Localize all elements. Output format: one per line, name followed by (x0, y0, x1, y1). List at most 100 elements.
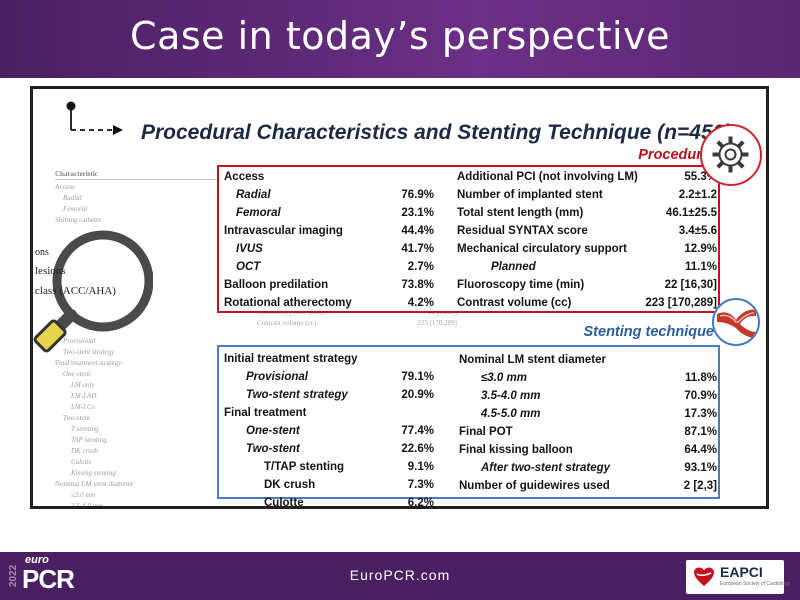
procedural-left-column: Access Radial 76.9% Femoral 23.1% Intravascul… (224, 171, 434, 315)
stenting-technique-label: Stenting technique (583, 324, 715, 340)
stenting-right-value: 70.9% (684, 390, 717, 402)
procedural-left-row: Intravascular imaging 44.4% (224, 225, 434, 243)
stenting-right-row: Nominal LM stent diameter (459, 354, 717, 372)
procedural-right-row: Number of implanted stent 2.2±1.2 (457, 189, 717, 207)
procedural-left-row: Rotational atherectomy 4.2% (224, 297, 434, 315)
site-link[interactable]: EuroPCR.com (349, 567, 451, 583)
stenting-right-row: 4.5-5.0 mm 17.3% (459, 408, 717, 426)
stenting-right-value: 17.3% (684, 408, 717, 420)
background-table-row: Femoral (63, 205, 88, 213)
stenting-left-value: 9.1% (407, 461, 434, 473)
procedural-left-row: Access (224, 171, 434, 189)
stenting-left-value: 77.4% (401, 425, 434, 437)
procedural-left-label: OCT (236, 261, 261, 273)
stenting-right-value: 2 [2,3] (683, 480, 717, 492)
procedural-right-row: Additional PCI (not involving LM) 55.3% (457, 171, 717, 189)
stenting-left-label: T/TAP stenting (264, 461, 345, 473)
artery-bifurcation-icon (717, 309, 756, 338)
background-table-row: T stenting (71, 425, 99, 433)
gear-icon-circle (700, 124, 762, 186)
procedural-right-row: Contrast volume (cc) 223 [170,289] (457, 297, 717, 315)
stenting-right-label: 3.5-4.0 mm (481, 390, 541, 402)
stenting-left-row: T/TAP stenting 9.1% (224, 461, 434, 479)
procedural-left-label: IVUS (236, 243, 263, 255)
background-table-row: Nominal LM stent diameter (55, 480, 133, 488)
procedural-right-label: Fluoroscopy time (min) (457, 279, 585, 291)
procedural-left-row: OCT 2.7% (224, 261, 434, 279)
stenting-right-label: Number of guidewires used (459, 480, 610, 492)
stenting-right-value: 11.8% (685, 372, 717, 384)
background-table-row: Final treatment strategy (55, 359, 122, 367)
procedural-right-label: Total stent length (mm) (457, 207, 584, 219)
procedural-right-value: 11.1% (685, 261, 717, 273)
magnifier-icon (33, 230, 153, 353)
stenting-left-label: Initial treatment strategy (224, 353, 358, 365)
procedural-left-value: 44.4% (401, 225, 434, 237)
artery-circle (712, 298, 760, 346)
background-fragment-row: Contrast volume (cc) 223 [170,289] (257, 318, 457, 329)
procedural-left-value: 23.1% (401, 207, 434, 219)
stenting-box: Initial treatment strategy Provisional 79.… (217, 345, 720, 506)
stenting-left-row: Final treatment (224, 407, 434, 425)
procedural-left-row: IVUS 41.7% (224, 243, 434, 261)
background-fragment-label: Contrast volume (cc) (257, 319, 317, 327)
background-table-row: Radial (63, 194, 82, 202)
stenting-right-label: Final kissing balloon (459, 444, 573, 456)
background-table-header: Characteristic (55, 169, 255, 180)
procedural-left-row: Radial 76.9% (224, 189, 434, 207)
background-fragment-value: 223 [170,289] (417, 319, 457, 327)
stenting-right-row: 3.5-4.0 mm 70.9% (459, 390, 717, 408)
zoom-text-3: class (ACC/AHA) (35, 285, 116, 297)
procedural-left-label: Access (224, 171, 265, 183)
procedural-right-value: 223 [170,289] (645, 297, 717, 309)
background-table-row: 3.5-4.0 mm (71, 502, 103, 509)
procedural-left-label: Balloon predilation (224, 279, 329, 291)
procedural-right-value: 3.4±5.6 (678, 225, 717, 237)
eapci-name: EAPCI (720, 564, 763, 580)
procedural-left-row: Femoral 23.1% (224, 207, 434, 225)
stenting-left-value: 79.1% (401, 371, 434, 383)
zoom-text-2: lesions (35, 265, 66, 277)
stenting-left-column: Initial treatment strategy Provisional 79.… (224, 353, 434, 506)
stenting-right-row: ≤3.0 mm 11.8% (459, 372, 717, 390)
stenting-left-row: Two-stent 22.6% (224, 443, 434, 461)
stenting-left-label: Two-stent strategy (246, 389, 348, 401)
procedural-left-value: 4.2% (407, 297, 434, 309)
stenting-left-label: Final treatment (224, 407, 307, 419)
procedural-right-row: Planned 11.1% (457, 261, 717, 279)
background-table-row: Two-stent (63, 414, 91, 422)
stenting-right-row: Final kissing balloon 64.4% (459, 444, 717, 462)
procedural-right-column: Additional PCI (not involving LM) 55.3% Nu… (457, 171, 717, 315)
procedural-right-row: Mechanical circulatory support 12.9% (457, 243, 717, 261)
stenting-left-label: Two-stent (246, 443, 300, 455)
procedural-left-value: 76.9% (401, 189, 434, 201)
background-table-row: Provisional (63, 337, 96, 345)
background-table-row: LM-LCx (71, 403, 95, 411)
procedural-left-label: Rotational atherectomy (224, 297, 352, 309)
stenting-right-row: Final POT 87.1% (459, 426, 717, 444)
procedural-right-row: Fluoroscopy time (min) 22 [16,30] (457, 279, 717, 297)
pin-arrow-icon (66, 101, 123, 135)
procedural-label: Procedural (638, 147, 714, 163)
background-table-row: Shifting catheter (55, 216, 102, 224)
procedural-right-label: Additional PCI (not involving LM) (457, 171, 638, 183)
stenting-right-row: Number of guidewires used 2 [2,3] (459, 480, 717, 498)
brand-euro: euro (25, 554, 49, 566)
procedural-right-label: Number of implanted stent (457, 189, 603, 201)
background-table-row: Kissing stenting (71, 469, 116, 477)
background-table-row: Two-stent strategy (63, 348, 115, 356)
stenting-left-row: Culotte 6.2% (224, 497, 434, 506)
procedural-box: Access Radial 76.9% Femoral 23.1% Intravascul… (217, 165, 720, 313)
main-heading: Procedural Characteristics and Stenting … (141, 121, 732, 144)
eapci-heart-icon (694, 567, 714, 586)
procedural-right-label: Mechanical circulatory support (457, 243, 627, 255)
content-frame: Procedural Characteristics and Stenting … (30, 86, 769, 509)
procedural-right-label: Residual SYNTAX score (457, 225, 588, 237)
footer-bar: 2022 euro PCR EuroPCR.com (0, 552, 800, 600)
procedural-right-label: Planned (491, 261, 536, 273)
stenting-right-label: Nominal LM stent diameter (459, 354, 606, 366)
procedural-left-row: Balloon predilation 73.8% (224, 279, 434, 297)
stenting-right-column: Nominal LM stent diameter ≤3.0 mm 11.8% 3.5… (459, 354, 717, 498)
stenting-right-label: 4.5-5.0 mm (481, 408, 541, 420)
title-bar: Case in today’s perspective (0, 0, 800, 78)
